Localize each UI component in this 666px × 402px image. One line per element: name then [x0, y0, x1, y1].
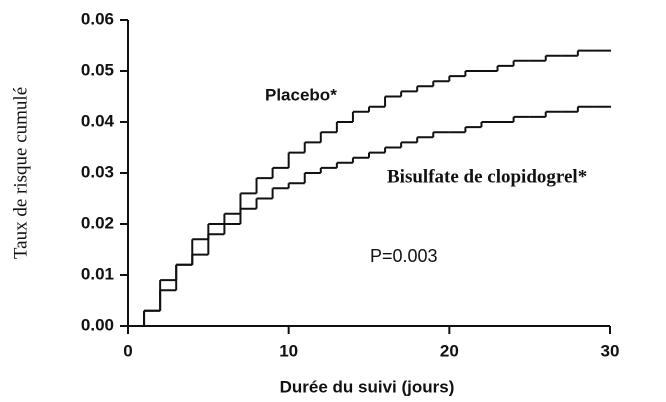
x-tick-label: 20: [440, 341, 459, 360]
y-tick-label: 0.01: [81, 264, 114, 283]
annotation: P=0.003: [370, 246, 438, 266]
x-axis-label: Durée du suivi (jours): [280, 377, 455, 396]
x-tick-label: 30: [601, 341, 620, 360]
series-label: Bisulfate de clopidogrel*: [387, 166, 587, 187]
y-tick-label: 0.03: [81, 162, 114, 181]
x-tick-label: 0: [123, 341, 132, 360]
y-tick-label: 0.00: [81, 315, 114, 334]
y-tick-label: 0.06: [81, 9, 114, 28]
y-tick-label: 0.02: [81, 213, 114, 232]
series-label: Placebo*: [265, 85, 337, 104]
y-tick-label: 0.04: [81, 111, 115, 130]
x-tick-label: 10: [279, 341, 298, 360]
y-axis-label: Taux de risque cumulé: [10, 87, 31, 259]
y-tick-label: 0.05: [81, 60, 114, 79]
